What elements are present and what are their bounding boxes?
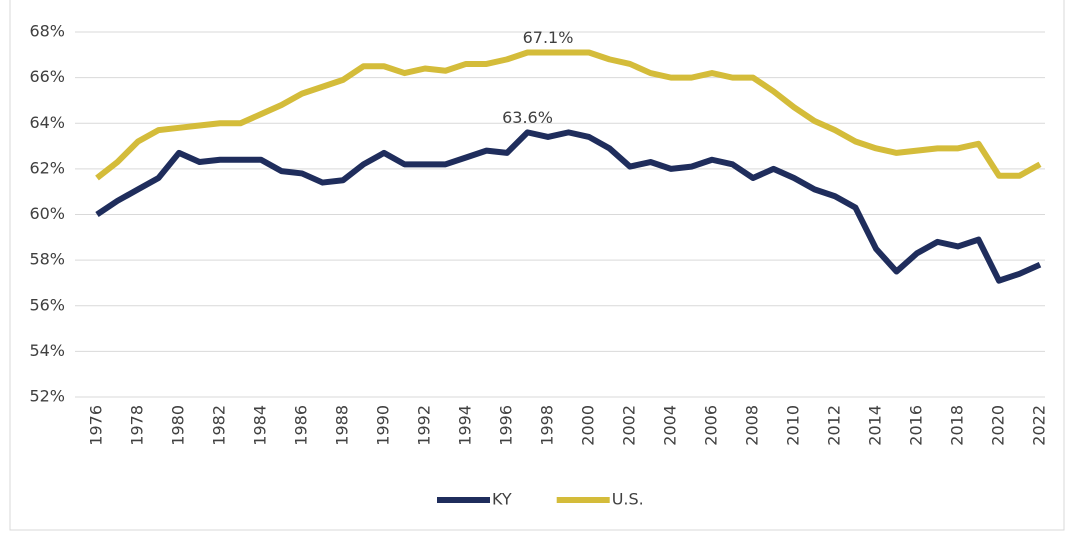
x-tick-label: 1988 bbox=[333, 405, 352, 446]
y-tick-label: 58% bbox=[29, 250, 65, 269]
x-tick-label: 2004 bbox=[661, 405, 680, 446]
x-tick-label: 1978 bbox=[128, 405, 147, 446]
x-tick-label: 2008 bbox=[743, 405, 762, 446]
y-tick-label: 60% bbox=[29, 204, 65, 223]
x-tick-label: 2016 bbox=[907, 405, 926, 446]
x-tick-label: 2010 bbox=[784, 405, 803, 446]
x-tick-label: 1980 bbox=[169, 405, 188, 446]
y-tick-label: 52% bbox=[29, 387, 65, 406]
x-tick-label: 1982 bbox=[210, 405, 229, 446]
x-tick-label: 1998 bbox=[538, 405, 557, 446]
x-tick-label: 1976 bbox=[87, 405, 106, 446]
x-tick-label: 1996 bbox=[497, 405, 516, 446]
y-tick-label: 56% bbox=[29, 295, 65, 314]
x-tick-label: 2012 bbox=[825, 405, 844, 446]
x-tick-label: 2020 bbox=[989, 405, 1008, 446]
series-line bbox=[95, 129, 1042, 284]
x-tick-label: 2006 bbox=[702, 405, 721, 446]
x-tick-label: 2014 bbox=[866, 405, 885, 446]
x-tick-label: 2000 bbox=[579, 405, 598, 446]
y-tick-label: 54% bbox=[29, 341, 65, 360]
y-tick-label: 66% bbox=[29, 67, 65, 86]
x-tick-label: 1994 bbox=[456, 405, 475, 446]
x-tick-label: 2022 bbox=[1030, 405, 1049, 446]
legend-label: U.S. bbox=[612, 490, 644, 509]
y-tick-label: 64% bbox=[29, 113, 65, 132]
x-tick-label: 1986 bbox=[292, 405, 311, 446]
x-tick-label: 1990 bbox=[374, 405, 393, 446]
y-tick-label: 68% bbox=[29, 22, 65, 41]
x-tick-label: 1984 bbox=[251, 405, 270, 446]
series-line bbox=[95, 49, 1042, 181]
x-tick-label: 2002 bbox=[620, 405, 639, 446]
annotation: 63.6% bbox=[502, 108, 553, 127]
legend-label: KY bbox=[492, 490, 512, 509]
x-tick-label: 1992 bbox=[415, 405, 434, 446]
chart-border bbox=[9, 0, 1065, 531]
y-tick-label: 62% bbox=[29, 158, 65, 177]
annotation: 67.1% bbox=[523, 28, 574, 47]
x-tick-label: 2018 bbox=[948, 405, 967, 446]
